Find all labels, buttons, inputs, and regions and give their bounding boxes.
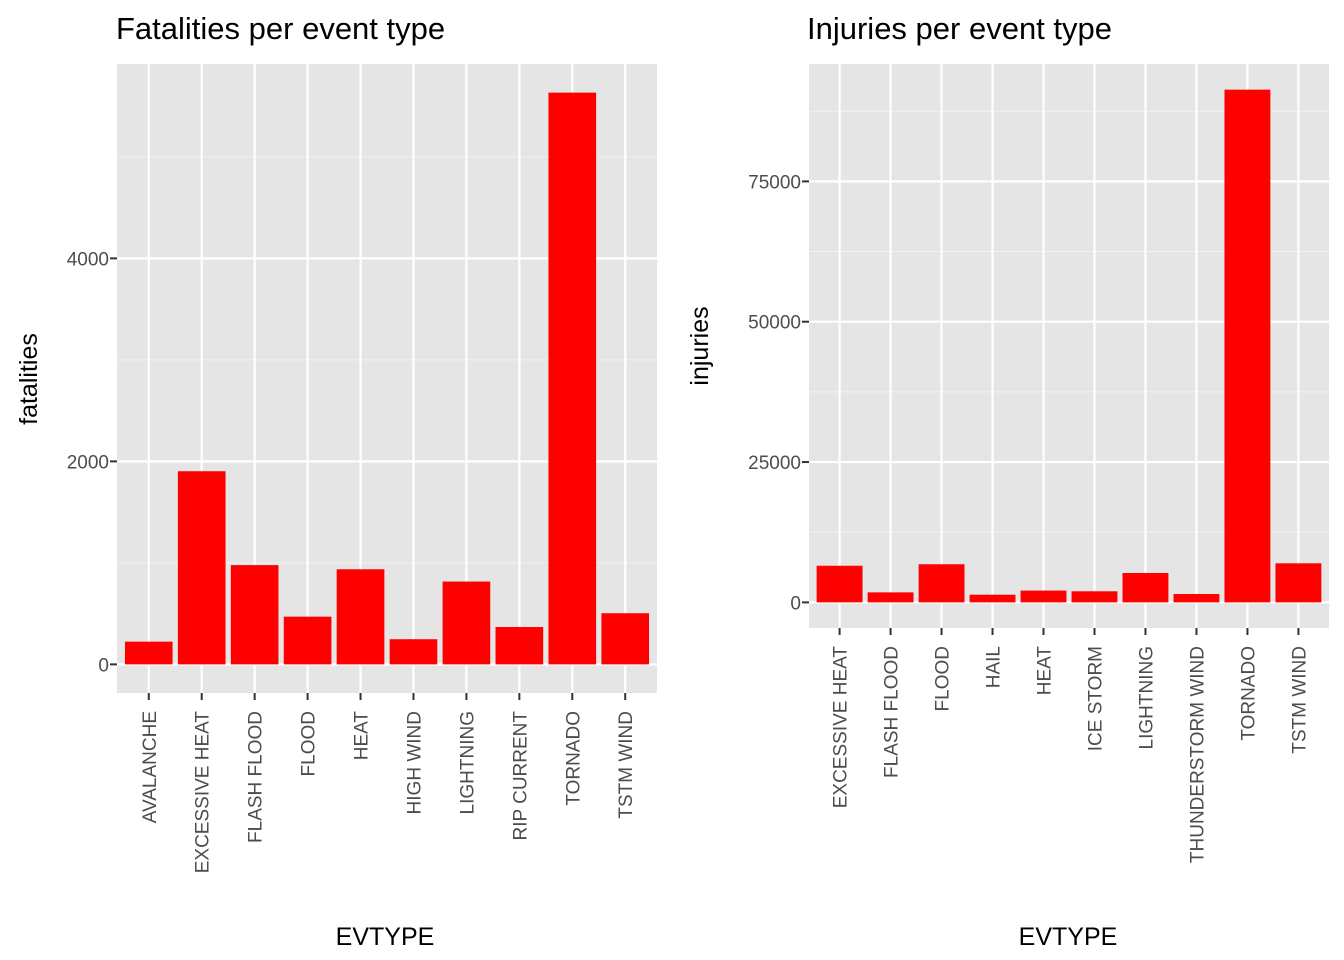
fatalities-y-tick-label: 0	[98, 655, 109, 676]
injuries-x-tick-label: ICE STORM	[1085, 646, 1106, 751]
injuries-y-tick-label: 0	[790, 593, 801, 614]
injuries-x-axis: EXCESSIVE HEAT FLASH FLOOD FLOOD HAIL HEAT IC…	[831, 628, 1310, 863]
injuries-x-tick-label: FLOOD	[933, 646, 954, 711]
injuries-bar	[1122, 573, 1169, 603]
fatalities-x-tick-label: TSTM WIND	[616, 711, 637, 819]
injuries-x-tick-label: TORNADO	[1238, 646, 1259, 741]
injuries-y-axis: 0 25000 50000 75000	[748, 172, 809, 614]
fatalities-chart: Fatalities per event type 0 2000 4000 AVAL…	[15, 11, 657, 951]
injuries-x-tick-label: HAIL	[984, 646, 1005, 688]
fatalities-bar	[601, 613, 650, 665]
injuries-chart: Injuries per event type 0 25000 50000 75000…	[686, 11, 1329, 951]
injuries-bar	[1020, 590, 1067, 603]
fatalities-bar	[548, 92, 597, 665]
fatalities-x-axis: AVALANCHE EXCESSIVE HEAT FLASH FLOOD FLOOD H…	[140, 693, 637, 873]
fatalities-y-tick-label: 2000	[67, 452, 109, 473]
fatalities-chart-title: Fatalities per event type	[116, 11, 445, 46]
fatalities-y-axis-title: fatalities	[15, 333, 43, 425]
injuries-bar	[1173, 594, 1220, 603]
injuries-bar	[1224, 89, 1271, 603]
injuries-y-tick-label: 50000	[748, 313, 801, 334]
fatalities-x-tick-label: HIGH WIND	[404, 711, 425, 814]
injuries-x-tick-label: TSTM WIND	[1289, 646, 1310, 754]
fatalities-x-axis-title: EVTYPE	[336, 923, 435, 951]
fatalities-bar	[124, 641, 173, 665]
fatalities-x-tick-label: LIGHTNING	[457, 711, 478, 814]
fatalities-bars	[124, 92, 650, 665]
injuries-x-tick-label: EXCESSIVE HEAT	[831, 646, 852, 809]
fatalities-bar	[230, 565, 279, 665]
fatalities-y-tick-label: 4000	[67, 249, 109, 270]
injuries-bar	[1071, 591, 1118, 603]
injuries-bars	[816, 89, 1322, 603]
fatalities-bar	[442, 581, 491, 665]
fatalities-bar	[283, 616, 332, 665]
fatalities-bar	[495, 627, 544, 665]
injuries-x-tick-label: LIGHTNING	[1136, 646, 1157, 749]
fatalities-x-tick-label: HEAT	[352, 711, 373, 761]
injuries-chart-title: Injuries per event type	[807, 11, 1112, 46]
injuries-bar	[918, 564, 965, 603]
fatalities-bar	[389, 639, 438, 665]
injuries-bar	[816, 565, 863, 603]
injuries-y-axis-title: injuries	[686, 306, 714, 385]
fatalities-x-tick-label: AVALANCHE	[140, 711, 161, 823]
fatalities-x-tick-label: EXCESSIVE HEAT	[193, 711, 214, 874]
injuries-x-axis-title: EVTYPE	[1019, 923, 1118, 951]
fatalities-x-tick-label: RIP CURRENT	[510, 711, 531, 841]
fatalities-bar	[336, 569, 385, 665]
injuries-x-tick-label: FLASH FLOOD	[882, 646, 903, 778]
fatalities-bar	[177, 471, 226, 665]
injuries-bar	[969, 594, 1016, 603]
injuries-y-tick-label: 25000	[748, 453, 801, 474]
fatalities-x-tick-label: TORNADO	[563, 711, 584, 806]
fatalities-y-axis: 0 2000 4000	[67, 249, 117, 676]
injuries-y-tick-label: 75000	[748, 172, 801, 193]
injuries-bar	[867, 592, 914, 603]
injuries-bar	[1275, 563, 1322, 603]
fatalities-x-tick-label: FLASH FLOOD	[246, 711, 267, 843]
fatalities-x-tick-label: FLOOD	[299, 711, 320, 776]
injuries-x-tick-label: THUNDERSTORM WIND	[1187, 646, 1208, 863]
injuries-x-tick-label: HEAT	[1035, 646, 1056, 696]
